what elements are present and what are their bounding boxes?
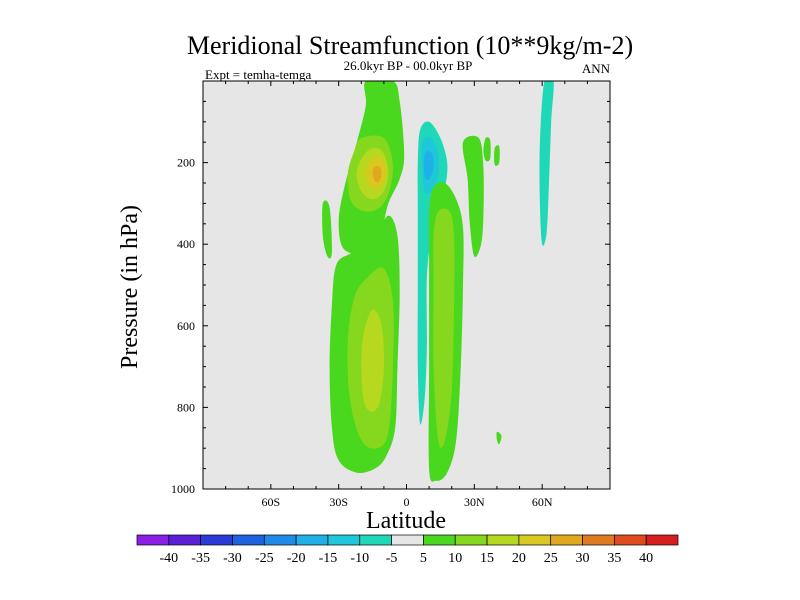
x-axis-label: Latitude [366, 508, 446, 534]
colorbar-swatch [359, 534, 392, 546]
colorbar-label: 35 [607, 551, 621, 566]
colorbar-swatch [518, 534, 552, 546]
sh-lower-yellow-cell [361, 309, 385, 412]
colorbar-swatch [614, 534, 647, 546]
colorbar-label: -10 [350, 551, 369, 566]
colorbar-label: -5 [386, 551, 398, 566]
colorbar-swatch [486, 534, 520, 546]
colorbar-label: 40 [639, 551, 653, 566]
x-tick-label: 60S [261, 495, 280, 509]
colorbar-label: -35 [191, 551, 210, 566]
colorbar-swatch [136, 534, 170, 546]
colorbar-swatch [263, 534, 297, 546]
y-axis: 200 400 600 800 1000 [171, 80, 610, 496]
colorbar-swatch [645, 534, 679, 546]
colorbar-swatch [550, 534, 583, 546]
x-tick-label: 60N [532, 495, 553, 509]
central-blue-core [423, 151, 434, 181]
nh-upper-orange-cell [372, 165, 382, 182]
nh-lower-small-green [496, 431, 502, 445]
x-tick-label: 0 [404, 495, 410, 509]
colorbar-swatch [232, 534, 265, 546]
nh-high-narrow-cyan [523, 81, 539, 351]
nh-tropic-lime-cell [433, 208, 455, 448]
chart-subtitle: 26.0kyr BP - 00.0kyr BP [344, 58, 473, 73]
colorbar-label: -40 [159, 551, 178, 566]
sh-lower-cyan-blob [297, 436, 303, 445]
colorbar-swatch [423, 534, 456, 546]
colorbar-swatch [327, 534, 361, 546]
colorbar-swatch [582, 534, 615, 546]
nh-high-cyan-cell [527, 81, 574, 447]
nh-high-core-cyan [539, 81, 554, 246]
y-tick-label: 1000 [171, 482, 195, 496]
experiment-label: Expt = temha-temga [205, 67, 311, 82]
colorbar-label: 5 [420, 551, 427, 566]
y-axis-label: Pressure (in hPa) [117, 205, 143, 369]
period-label: ANN [582, 61, 611, 76]
y-tick-label: 800 [177, 400, 195, 414]
nh-upper-small-green-2 [494, 145, 500, 166]
colorbar-label: -15 [319, 551, 338, 566]
y-tick-label: 200 [177, 156, 195, 170]
nh-tropic-narrow-green [462, 135, 484, 258]
colorbar-swatch [295, 534, 329, 546]
y-tick-label: 400 [177, 237, 195, 251]
colorbar-label: 10 [448, 551, 462, 566]
x-tick-label: 30N [464, 495, 485, 509]
nh-upper-small-green-1 [483, 137, 491, 162]
chart-title: Meridional Streamfunction (10**9kg/m-2) [187, 31, 633, 60]
sh-upper-cyan-blob [291, 145, 317, 204]
sh-upper-green-blob [322, 200, 332, 259]
colorbar [136, 534, 679, 546]
colorbar-label: 20 [512, 551, 526, 566]
x-tick-label: 30S [329, 495, 348, 509]
colorbar-swatch [391, 534, 424, 546]
colorbar-label: 25 [544, 551, 558, 566]
colorbar-label: 15 [480, 551, 494, 566]
colorbar-swatch [200, 534, 233, 546]
x-axis: 60S 30S 0 30N 60N [202, 81, 611, 509]
colorbar-swatch [168, 534, 201, 546]
contour-layer [291, 81, 574, 484]
colorbar-label: -25 [255, 551, 274, 566]
y-tick-label: 600 [177, 319, 195, 333]
colorbar-swatch [454, 534, 488, 546]
colorbar-label: -20 [287, 551, 306, 566]
colorbar-labels: -40 -35 -30 -25 -20 -15 -10 -5 5 10 15 20 25 30 35 40 [159, 551, 653, 566]
colorbar-label: 30 [576, 551, 590, 566]
colorbar-label: -30 [223, 551, 242, 566]
